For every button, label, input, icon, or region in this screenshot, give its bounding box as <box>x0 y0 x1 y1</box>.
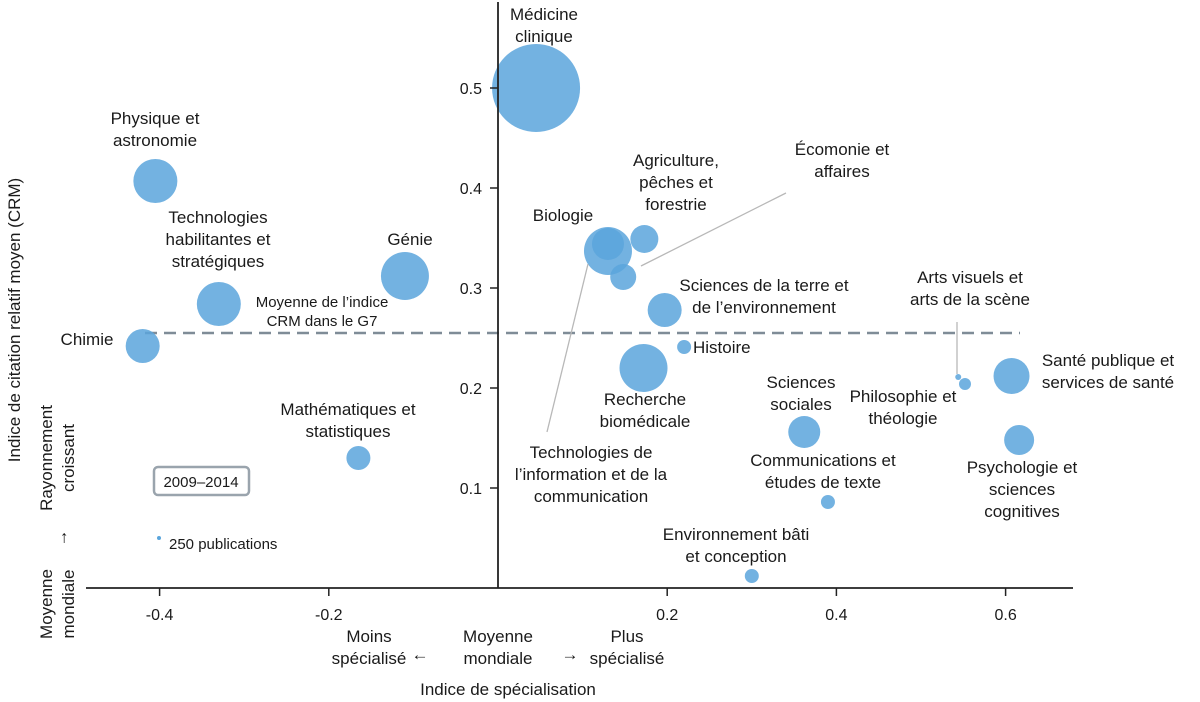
label-environnement-bati: Environnement bâti et conception <box>663 525 809 566</box>
bubble-communications-et-etudes-de-texte: Communications et études de texte (0.39,… <box>820 495 835 509</box>
label-philosophie: Philosophie et théologie <box>850 387 957 428</box>
y-axis-title: Indice de citation relatif moyen (CRM) <box>5 178 24 462</box>
x-tick-label: -0.4 <box>146 607 174 624</box>
label-agriculture: Agriculture, pêches et forestrie <box>633 151 719 214</box>
leader-line-economie <box>640 192 787 267</box>
x-tick-label: 0.6 <box>994 607 1016 624</box>
label-mathematiques: Mathématiques et statistiques <box>280 400 415 441</box>
bubble-histoire: Histoire (0.22, 0.241) <box>677 340 692 354</box>
x-tick-label: 0.4 <box>825 607 847 624</box>
arrow-left-icon: ← <box>412 645 429 664</box>
label-biologie: Biologie <box>533 206 594 225</box>
label-communications: Communications et études de texte <box>750 451 896 492</box>
bubble-arts-visuels-et-arts-de-la-scene: Arts visuels et arts de la scène (0.544,… <box>955 374 962 380</box>
y-tick-label: 0.1 <box>460 481 482 498</box>
bubble-medicine-clinique: Médicine clinique (0.045, 0.5) <box>492 44 581 132</box>
bubble-physique-et-astronomie: Physique et astronomie (-0.405, 0.407) <box>133 159 178 203</box>
bubble-agriculture-peches-et-forestrie: Agriculture, pêches et forestrie (0.173,… <box>630 225 659 253</box>
bubble-mathematiques-et-statistiques: Mathématiques et statistiques (-0.165, 0… <box>346 446 371 470</box>
y-tick-label: 0.3 <box>460 281 482 298</box>
label-sante-publique: Santé publique et services de santé <box>1042 351 1175 392</box>
bubble-biologie-noyau: Biologie (noyau) (0.13, 0.344) <box>591 228 624 260</box>
label-recherche-biomedicale: Recherche biomédicale <box>600 390 691 431</box>
label-technologies-habilitantes: Technologies habilitantes et stratégiques <box>166 208 271 271</box>
bubble-recherche-biomedicale: Recherche biomédicale (0.172, 0.22) <box>619 344 668 392</box>
label-histoire: Histoire <box>693 338 751 357</box>
x-tick-label: -0.2 <box>315 607 343 624</box>
label-sciences-terre: Sciences de la terre et de l’environnemen… <box>679 276 848 317</box>
bubble-ecomonie-et-affaires: Écomonie et affaires (0.148, 0.311) <box>610 264 637 290</box>
label-economie: Écomonie et affaires <box>795 140 890 181</box>
label-g7-average: Moyenne de l’indice CRM dans le G7 <box>256 294 389 330</box>
y-annotation-growing-influence: Rayonnement croissant <box>37 405 78 511</box>
label-chimie: Chimie <box>61 330 114 349</box>
y-tick-label: 0.5 <box>460 81 482 98</box>
period-box <box>152 465 251 497</box>
y-tick-label: 0.4 <box>460 181 482 198</box>
bubble-environnement-bati-et-conception: Environnement bâti et conception (0.3, 0… <box>744 569 759 583</box>
y-annotation-world-average: Moyenne mondiale <box>37 569 78 639</box>
label-tic: Technologies de l’information et de la com… <box>515 443 668 506</box>
x-tick-label: 0.2 <box>656 607 678 624</box>
x-annotation-world-average: Moyenne mondiale <box>463 627 533 668</box>
bubble-technologies-habilitantes-et-strategiques: Technologies habilitantes et stratégique… <box>196 282 241 326</box>
bubble-psychologie-et-sciences-cognitives: Psychologie et sciences cognitives (0.61… <box>1004 425 1035 455</box>
bubble-chimie: Chimie (-0.42, 0.242) <box>125 329 160 363</box>
leader-line-tic <box>546 263 589 433</box>
bubble-sante-publique-et-services-de-sante: Santé publique et services de santé (0.6… <box>993 358 1030 394</box>
size-legend-dot <box>157 536 161 540</box>
label-layer: Indice de spécialisation Indice de citati… <box>5 5 1174 699</box>
bubble-philosophie-et-theologie: Philosophie et théologie (0.552, 0.204) <box>958 378 971 390</box>
label-genie: Génie <box>387 230 432 249</box>
bubble-layer: Médicine clinique (0.045, 0.5) Physique e… <box>125 44 1035 583</box>
period-label: 2009–2014 <box>163 474 238 491</box>
label-arts-visuels: Arts visuels et arts de la scène <box>910 268 1030 309</box>
arrow-up-icon: → <box>52 530 71 547</box>
x-annotation-less-specialized: Moins spécialisé <box>332 627 407 668</box>
label-psychologie: Psychologie et sciences cognitives <box>967 458 1078 521</box>
bubble-genie: Génie (-0.11, 0.312) <box>380 252 429 300</box>
x-annotation-more-specialized: Plus spécialisé <box>590 627 665 668</box>
label-sciences-sociales: Sciences sociales <box>767 373 836 414</box>
size-legend-label: 250 publications <box>169 536 277 553</box>
bubble-sciences-de-la-terre-et-de-l-environnement: Sciences de la terre et de l’environneme… <box>647 293 682 327</box>
bubble-sciences-sociales: Sciences sociales (0.362, 0.156) <box>788 416 821 448</box>
arrow-right-icon: → <box>562 645 579 664</box>
x-axis-title: Indice de spécialisation <box>420 680 596 699</box>
y-tick-label: 0.2 <box>460 381 482 398</box>
axes-layer: 0.1 0.2 0.3 0.4 0.5 -0.4 -0.2 0.2 0.4 0.6 <box>86 2 1073 624</box>
label-medicine-clinique: Médicine clinique <box>510 5 578 46</box>
label-physique-astronomie: Physique et astronomie <box>111 109 200 150</box>
